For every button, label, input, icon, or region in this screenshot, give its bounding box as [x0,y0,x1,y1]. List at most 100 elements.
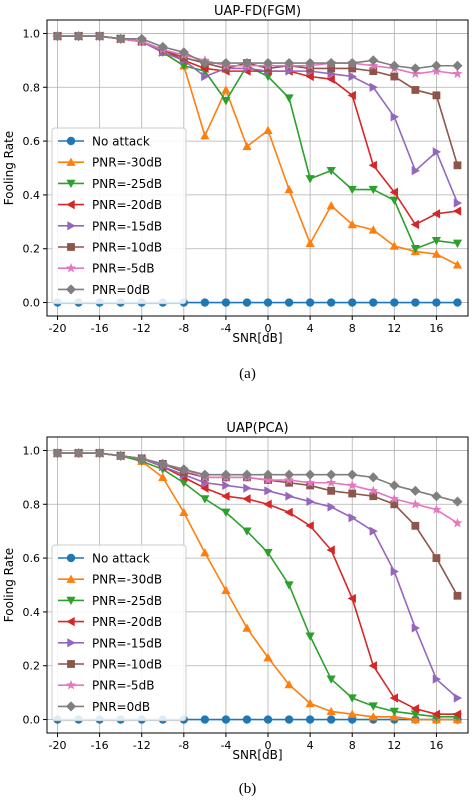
data-point [411,86,420,94]
data-point [263,298,273,307]
data-point [221,298,231,307]
x-tick-label: 8 [349,739,356,752]
data-point [221,585,231,595]
legend-marker [67,243,75,251]
data-point [326,469,337,480]
legend-marker [65,701,77,712]
y-tick-label: 0.0 [23,297,41,310]
legend-label: No attack [92,135,150,149]
legend-marker [65,284,77,295]
legend-box [51,127,187,305]
legend-item: PNR=0dB [58,283,150,297]
data-point [410,485,421,496]
y-tick-label: 0.6 [23,135,41,148]
plot-frame [46,436,469,734]
legend-marker [66,574,76,583]
plot-frame [46,19,469,317]
data-point [368,185,378,195]
data-point [348,489,357,498]
data-point [263,125,273,135]
data-point [411,166,420,176]
data-point [432,298,441,307]
data-point [411,298,420,307]
data-point [327,486,336,495]
data-point [284,679,294,689]
data-point [326,477,337,488]
legend-item: PNR=0dB [58,700,150,714]
data-point [432,674,442,684]
y-tick-label: 0.2 [23,243,41,256]
y-tick-label: 0.8 [23,81,41,94]
x-tick-label: 12 [387,322,401,335]
x-tick-label: 16 [429,739,443,752]
data-point [347,185,357,195]
x-tick-label: 8 [349,322,356,335]
legend: No attack PNR=-30dB PNR=-25dB PNR=-20dB PNR=… [51,544,187,722]
data-point [73,31,84,42]
data-point [369,67,378,76]
series-pnr-0db [52,448,463,507]
data-point [73,448,84,459]
legend-item: PNR=-15dB [58,636,162,650]
x-tick-label: -20 [49,322,67,335]
x-axis-label: SNR[dB] [232,748,282,762]
legend-item: PNR=-10dB [58,241,162,255]
y-tick-label: 0.8 [23,498,41,511]
legend-item: PNR=-20dB [58,615,162,629]
x-tick-label: 0 [265,322,272,335]
data-point [453,298,462,307]
data-point [326,545,335,555]
data-point [221,715,231,724]
data-point [305,477,316,488]
data-point [263,653,273,662]
figure-caption: (a) [239,366,256,382]
x-tick-label: -4 [220,322,231,335]
legend-label: PNR=-5dB [92,262,154,276]
data-point [221,491,230,501]
x-tick-label: -16 [91,739,109,752]
legend-marker [65,262,77,273]
data-point [305,71,314,82]
legend-item: PNR=-10dB [58,658,162,672]
legend-marker [66,617,75,627]
data-point [368,160,377,170]
data-point [242,527,252,536]
data-point [326,201,336,210]
legend-marker [66,157,76,166]
x-tick-label: -12 [133,322,151,335]
series-line [57,452,458,524]
data-point [410,704,420,714]
legend-marker [66,553,76,563]
series-pnr-0db [52,31,463,74]
y-axis-label: Fooling Rate [2,548,16,622]
data-point [389,712,399,721]
data-point [368,661,377,671]
y-tick-label: 0.0 [23,714,41,727]
data-point [242,298,252,307]
data-point [452,496,463,507]
data-point [200,131,210,140]
data-point [199,469,210,480]
legend-marker [67,638,76,648]
data-point [368,225,378,234]
data-point [220,469,231,480]
data-point [242,623,252,632]
legend-label: PNR=0dB [92,700,150,714]
data-point [284,581,294,590]
legend-label: PNR=-25dB [92,177,162,191]
data-point [305,57,316,69]
legend-label: PNR=0dB [92,283,150,297]
legend-label: PNR=-20dB [92,615,162,629]
data-point [306,496,315,507]
legend-label: PNR=-10dB [92,241,162,255]
legend-marker [65,679,77,690]
data-point [431,249,442,258]
data-point [348,513,357,523]
data-point [305,238,315,248]
data-point [431,504,442,514]
data-point [263,499,272,509]
legend-label: PNR=-30dB [92,156,162,170]
data-point [326,74,335,84]
legend-marker [66,136,76,146]
